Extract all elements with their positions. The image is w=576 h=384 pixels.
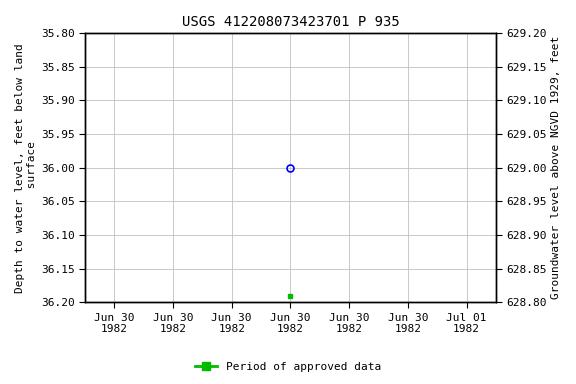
Y-axis label: Depth to water level, feet below land
 surface: Depth to water level, feet below land su… [15, 43, 37, 293]
Legend: Period of approved data: Period of approved data [191, 358, 385, 377]
Y-axis label: Groundwater level above NGVD 1929, feet: Groundwater level above NGVD 1929, feet [551, 36, 561, 299]
Title: USGS 412208073423701 P 935: USGS 412208073423701 P 935 [181, 15, 399, 29]
